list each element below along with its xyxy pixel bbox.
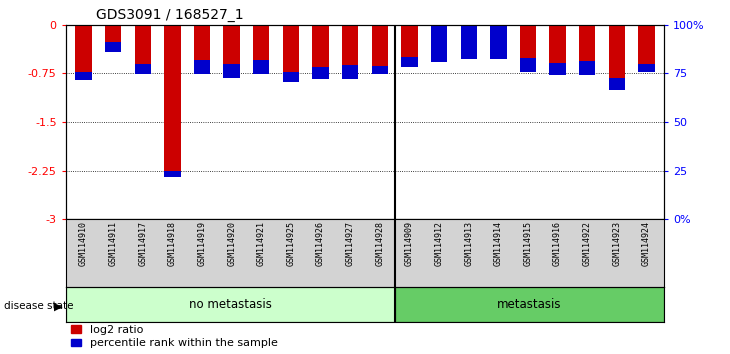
Bar <box>395 287 664 322</box>
Bar <box>461 25 477 58</box>
Bar <box>520 58 536 72</box>
Bar <box>461 18 477 58</box>
Bar <box>609 78 625 90</box>
Text: ▶: ▶ <box>54 301 63 311</box>
Text: no metastasis: no metastasis <box>189 298 272 311</box>
Bar <box>223 64 239 78</box>
Bar <box>520 25 536 72</box>
Text: metastasis: metastasis <box>497 298 561 311</box>
Bar <box>550 63 566 75</box>
Bar <box>66 287 395 322</box>
Text: GSM114922: GSM114922 <box>583 222 592 267</box>
Text: GSM114917: GSM114917 <box>138 222 147 267</box>
Bar <box>164 171 180 177</box>
Text: GSM114915: GSM114915 <box>523 222 532 267</box>
Bar <box>491 25 507 58</box>
Text: GSM114918: GSM114918 <box>168 222 177 267</box>
Text: GSM114909: GSM114909 <box>405 222 414 267</box>
Bar <box>283 72 299 82</box>
Bar <box>550 25 566 75</box>
Text: GSM114927: GSM114927 <box>346 222 355 267</box>
Bar <box>223 25 239 78</box>
Bar <box>491 22 507 58</box>
Text: GSM114925: GSM114925 <box>286 222 296 267</box>
Bar <box>75 25 92 80</box>
Bar <box>402 25 418 67</box>
Bar <box>134 64 151 74</box>
Bar <box>312 25 328 79</box>
Bar <box>283 25 299 82</box>
Text: GSM114923: GSM114923 <box>612 222 621 267</box>
Text: GSM114912: GSM114912 <box>434 222 444 267</box>
Text: GDS3091 / 168527_1: GDS3091 / 168527_1 <box>96 8 243 22</box>
Text: GSM114910: GSM114910 <box>79 222 88 267</box>
Text: GSM114911: GSM114911 <box>109 222 118 267</box>
Text: GSM114916: GSM114916 <box>553 222 562 267</box>
Bar <box>431 23 447 62</box>
Bar <box>372 66 388 74</box>
Text: GSM114924: GSM114924 <box>642 222 651 267</box>
Text: disease state: disease state <box>4 301 73 311</box>
Text: GSM114921: GSM114921 <box>257 222 266 267</box>
Bar <box>431 25 447 62</box>
Bar <box>253 61 269 74</box>
Bar <box>342 25 358 79</box>
Bar <box>579 61 596 75</box>
Bar <box>164 25 180 177</box>
Bar <box>105 42 121 52</box>
Bar <box>312 67 328 79</box>
Bar <box>194 61 210 74</box>
Bar <box>579 25 596 75</box>
Bar <box>194 25 210 74</box>
Text: GSM114928: GSM114928 <box>375 222 384 267</box>
Bar <box>402 57 418 67</box>
Text: GSM114919: GSM114919 <box>198 222 207 267</box>
Bar <box>105 25 121 52</box>
Bar <box>134 25 151 74</box>
Legend: log2 ratio, percentile rank within the sample: log2 ratio, percentile rank within the s… <box>72 325 278 348</box>
Bar <box>609 25 625 90</box>
Text: GSM114926: GSM114926 <box>316 222 325 267</box>
Bar <box>253 25 269 74</box>
Text: GSM114913: GSM114913 <box>464 222 473 267</box>
Bar <box>638 64 655 72</box>
Bar <box>372 25 388 74</box>
Text: GSM114920: GSM114920 <box>227 222 236 267</box>
Bar <box>75 72 92 80</box>
Bar <box>638 25 655 72</box>
Text: GSM114914: GSM114914 <box>494 222 503 267</box>
Bar <box>342 65 358 79</box>
